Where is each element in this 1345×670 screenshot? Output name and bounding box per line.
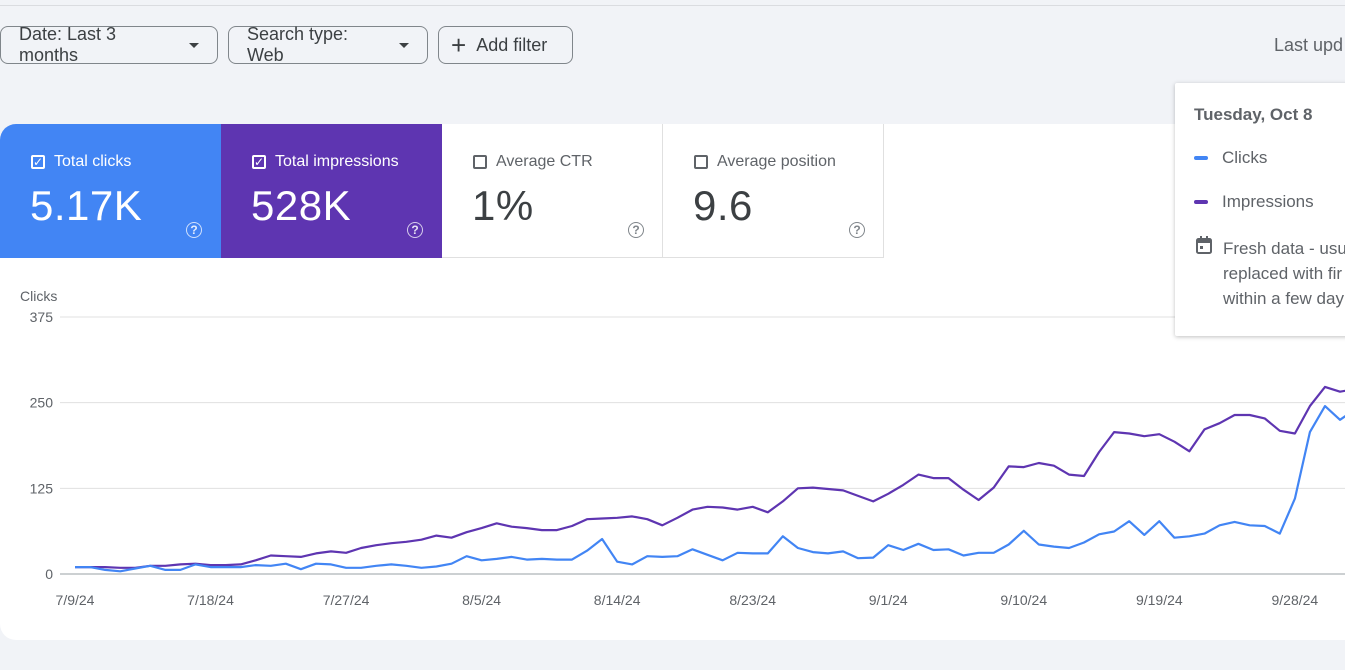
search-type-filter-label: Search type: Web [247,24,349,65]
y-tick-label: 375 [30,309,54,325]
add-filter-label: Add filter [476,34,548,55]
tooltip-clicks-row: Clicks [1194,148,1267,168]
metric-label-row: Average position [694,153,836,171]
x-tick-label: 9/28/24 [1272,592,1319,608]
clicks-swatch [1194,156,1208,160]
metric-label: Average position [717,153,836,170]
add-filter-button[interactable]: + Add filter [438,26,573,64]
x-tick-label: 8/5/24 [462,592,501,608]
x-tick-label: 9/19/24 [1136,592,1183,608]
metric-label-row: ✓ Total clicks [31,153,131,171]
search-type-filter-button[interactable]: Search type: Web [228,24,428,65]
date-filter-label: Date: Last 3 months [19,24,117,65]
checkbox-unchecked-icon[interactable] [694,155,708,169]
tooltip-date: Tuesday, Oct 8 [1194,105,1313,124]
fresh-note-line: Fresh data - usu [1223,239,1345,258]
metric-label: Average CTR [496,153,593,170]
impressions-swatch [1194,200,1208,204]
checkbox-checked-icon[interactable]: ✓ [252,155,266,169]
performance-card: ✓ Total clicks 5.17K ? ✓ Total impressio… [0,124,1345,640]
tooltip-impressions-row: Impressions [1194,192,1314,212]
metric-average-position[interactable]: Average position 9.6 ? [663,124,884,258]
fresh-note-line: within a few day [1223,289,1344,308]
calendar-icon [1196,236,1212,254]
dropdown-arrow-icon [189,42,199,48]
metric-total-clicks[interactable]: ✓ Total clicks 5.17K ? [0,124,221,258]
date-filter-button[interactable]: Date: Last 3 months [0,24,218,65]
tooltip-impressions-label: Impressions [1222,192,1314,211]
x-tick-label: 8/14/24 [594,592,641,608]
metric-value: 528K [251,182,352,229]
x-tick-label: 9/10/24 [1000,592,1047,608]
help-icon[interactable]: ? [186,222,202,238]
performance-chart[interactable]: Clicks 0 125 250 375 7/9/24 7/18/24 7/27/24 8/5/… [0,124,1345,640]
x-tick-label: 7/18/24 [187,592,234,608]
chart-tooltip: Tuesday, Oct 8 Clicks Impressions Fresh … [1175,83,1345,336]
help-icon[interactable]: ? [628,222,644,238]
series-line-clicks [75,405,1345,573]
x-tick-label: 7/9/24 [56,592,95,608]
help-icon[interactable]: ? [407,222,423,238]
checkbox-unchecked-icon[interactable] [473,155,487,169]
metric-label-row: ✓ Total impressions [252,153,399,171]
metric-value: 9.6 [693,182,753,229]
dropdown-arrow-icon [399,42,409,48]
metric-value: 1% [472,182,534,229]
tooltip-fresh-data-note: Fresh data - usu replaced with fir withi… [1223,236,1345,311]
x-tick-label: 7/27/24 [323,592,370,608]
top-divider [0,5,1345,6]
x-tick-label: 9/1/24 [869,592,908,608]
series-line-impressions [75,385,1345,569]
fresh-note-line: replaced with fir [1223,264,1343,283]
y-tick-label: 125 [30,480,54,496]
help-icon[interactable]: ? [849,222,865,238]
metric-value: 5.17K [30,182,143,229]
tooltip-clicks-label: Clicks [1222,148,1268,167]
metric-label: Total clicks [54,153,132,170]
metric-total-impressions[interactable]: ✓ Total impressions 528K ? [221,124,442,258]
checkbox-checked-icon[interactable]: ✓ [31,155,45,169]
last-updated-text: Last upd [1274,35,1344,55]
y-tick-label: 0 [45,566,53,582]
x-tick-label: 8/23/24 [729,592,776,608]
metric-label-row: Average CTR [473,153,593,171]
plus-icon: + [451,30,467,60]
y-axis-title: Clicks [20,288,57,304]
metric-label: Total impressions [275,153,399,170]
metric-average-ctr[interactable]: Average CTR 1% ? [442,124,663,258]
y-tick-label: 250 [30,395,54,411]
